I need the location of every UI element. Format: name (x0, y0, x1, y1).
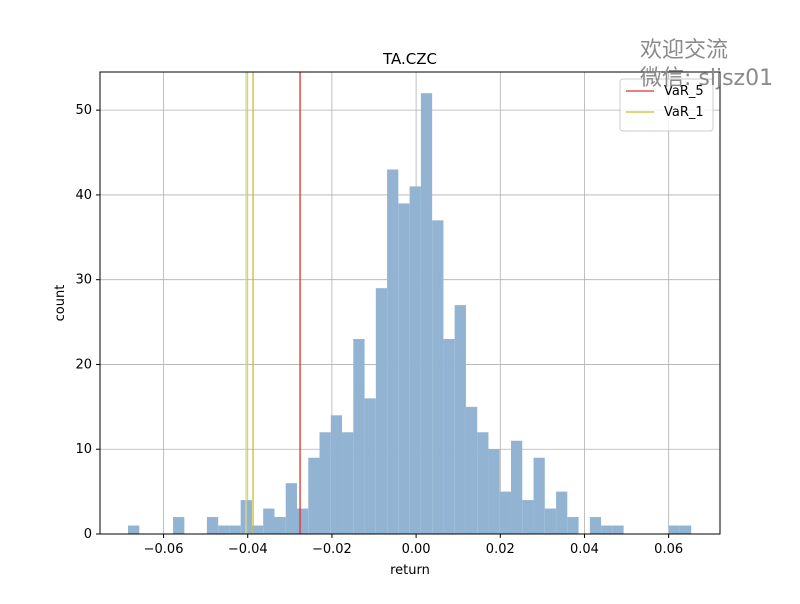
y-tick-label: 10 (75, 442, 92, 457)
bar (173, 517, 185, 534)
bar (679, 525, 692, 534)
watermark: 欢迎交流 (640, 38, 728, 63)
bar (285, 483, 297, 534)
bar (218, 525, 230, 534)
bar (375, 288, 388, 534)
bar (432, 220, 444, 534)
bar (544, 508, 557, 534)
bar (533, 457, 545, 534)
bar (387, 169, 399, 534)
legend-label: VaR_5 (664, 84, 704, 99)
x-tick-label: −0.04 (228, 542, 268, 557)
bar (420, 93, 433, 534)
bar (330, 415, 343, 534)
bar (510, 440, 523, 534)
bar (364, 398, 376, 534)
bar (477, 432, 489, 534)
y-tick-label: 20 (75, 357, 92, 372)
y-axis-label: count (53, 285, 68, 322)
bar (488, 449, 500, 534)
bar (567, 517, 579, 534)
bar (296, 508, 309, 534)
plot-frame (99, 71, 721, 535)
bar (263, 508, 275, 534)
bar (128, 525, 140, 534)
watermark: 微信: sljsz01 (640, 66, 773, 91)
bar (319, 432, 331, 534)
bar (251, 525, 264, 534)
legend-label: VaR_1 (664, 105, 704, 120)
bar (274, 517, 286, 534)
bar (398, 203, 410, 534)
bar (612, 525, 624, 534)
x-tick-label: 0.04 (570, 542, 599, 557)
bar (522, 500, 534, 534)
bar (308, 457, 320, 534)
x-tick-label: 0.06 (654, 542, 683, 557)
bar (465, 406, 478, 534)
legend-box (619, 78, 714, 132)
bar (668, 525, 680, 534)
bar (601, 525, 613, 534)
x-tick-label: 0.02 (486, 542, 515, 557)
x-tick-label: −0.06 (144, 542, 184, 557)
y-tick-label: 0 (84, 527, 92, 542)
bar (454, 305, 466, 534)
bar (443, 339, 455, 534)
bar (229, 525, 241, 534)
bar (353, 339, 365, 534)
y-tick-label: 40 (75, 188, 92, 203)
bar (556, 491, 568, 534)
x-tick-label: 0.00 (402, 542, 431, 557)
bar (409, 186, 421, 534)
bar (589, 517, 602, 534)
y-tick-label: 30 (75, 273, 92, 288)
chart-title: TA.CZC (382, 50, 437, 68)
bar (342, 432, 354, 534)
x-tick-label: −0.02 (312, 542, 352, 557)
bar (206, 517, 219, 534)
y-tick-label: 50 (75, 103, 92, 118)
bar (499, 491, 511, 534)
x-axis-label: return (390, 563, 430, 578)
